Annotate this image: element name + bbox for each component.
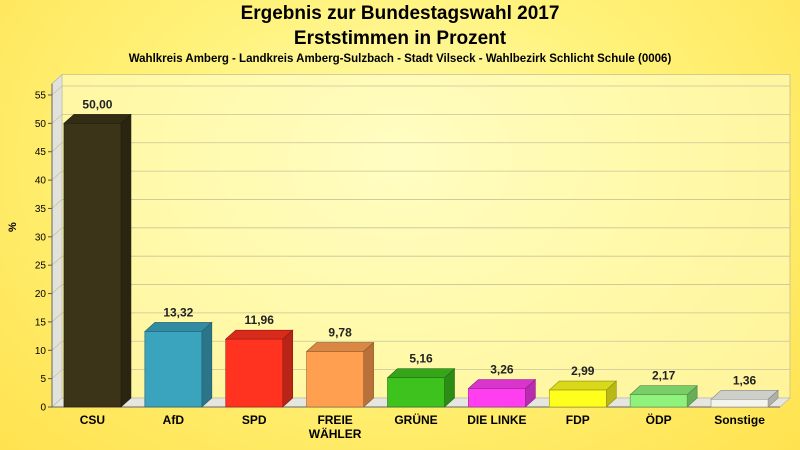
bar-side [120, 113, 132, 408]
y-tick-label: 40 [35, 176, 47, 187]
bar-1 [144, 321, 213, 408]
y-tick-label: 0 [40, 403, 46, 414]
bar-6 [548, 380, 618, 408]
y-gridline-side [51, 312, 63, 323]
bar-top [548, 380, 618, 391]
bar-front [225, 338, 284, 408]
data-label: 2,17 [652, 369, 676, 383]
y-gridline-side [51, 227, 63, 238]
bar-top [386, 368, 456, 379]
bar-top [710, 389, 779, 400]
bar-side [282, 329, 294, 408]
bar-top [305, 342, 375, 352]
bar-front [144, 331, 203, 408]
y-gridline-side [51, 284, 63, 294]
bar-7 [629, 385, 698, 408]
bar-top [63, 114, 132, 124]
x-tick-label: WÄHLER [309, 426, 362, 441]
data-label: 13,32 [163, 305, 193, 319]
data-label: 5,16 [409, 352, 433, 366]
y-tick-label: 30 [35, 232, 47, 243]
bar-4 [386, 368, 456, 408]
y-gridline-side [51, 170, 63, 181]
y-gridline-side [51, 255, 63, 266]
data-label: 9,78 [328, 326, 352, 340]
bar-front [387, 377, 445, 408]
y-tick-label: 50 [35, 119, 47, 130]
y-tick-label: 5 [40, 374, 46, 385]
x-tick-label: FREIE [317, 413, 352, 427]
bar-5 [467, 378, 537, 408]
y-gridline-side [51, 369, 63, 379]
bar-side [363, 341, 374, 408]
y-tick-label: 35 [35, 204, 47, 215]
bar-front [306, 351, 364, 408]
data-label: 1,36 [733, 373, 757, 387]
bar-0 [63, 113, 132, 408]
bar-top [144, 322, 213, 332]
bar-top [629, 385, 698, 395]
bar-8 [710, 389, 779, 408]
y-tick-label: 10 [35, 346, 47, 357]
data-label: 50,00 [82, 97, 112, 111]
bar-top [224, 329, 294, 340]
chart-title: Ergebnis zur Bundestagswahl 2017 [240, 3, 560, 24]
plot-left-wall [51, 73, 63, 408]
bar-side [201, 321, 213, 408]
x-tick-label: AfD [163, 413, 185, 427]
x-tick-label: DIE LINKE [467, 413, 526, 427]
y-tick-label: 25 [35, 261, 47, 272]
y-gridline-side [51, 340, 63, 351]
bar-front [63, 123, 122, 408]
x-tick-label: Sonstige [714, 413, 765, 427]
y-gridline-side [51, 142, 63, 153]
data-label: 11,96 [245, 313, 275, 327]
y-tick-label: 45 [35, 147, 47, 158]
bar-front [548, 389, 607, 408]
y-gridline-side [51, 199, 63, 209]
y-tick-label: 20 [35, 289, 47, 300]
x-tick-label: SPD [242, 413, 267, 427]
bar-2 [224, 329, 294, 408]
data-label: 2,99 [571, 364, 595, 378]
bar-front [710, 398, 769, 408]
y-tick-label: 55 [35, 91, 47, 102]
chart-title-line2: Erststimmen in Prozent [293, 28, 507, 49]
bar-front [468, 388, 526, 408]
y-gridline-side [51, 85, 63, 96]
x-tick-label: FDP [566, 413, 590, 427]
x-tick-label: CSU [80, 413, 105, 427]
x-tick-label: GRÜNE [394, 412, 437, 427]
y-tick-label: 15 [35, 317, 47, 328]
data-label: 3,26 [490, 363, 514, 377]
bar-3 [305, 341, 375, 408]
bar-front [629, 394, 688, 408]
chart-subtitle: Wahlkreis Amberg - Landkreis Amberg-Sulz… [128, 53, 672, 65]
bar-top [467, 379, 537, 389]
x-tick-label: ÖDP [646, 412, 672, 427]
y-gridline-side [51, 114, 63, 124]
